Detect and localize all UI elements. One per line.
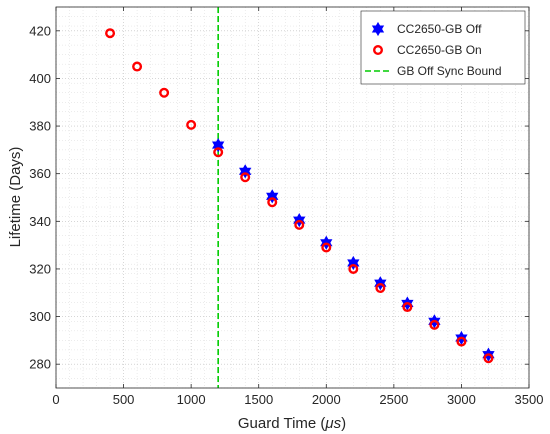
y-tick-label: 400 — [29, 71, 51, 86]
y-axis-label: Lifetime (Days) — [7, 147, 24, 248]
legend-marker-circle — [373, 45, 384, 56]
x-tick-label: 2000 — [312, 392, 341, 407]
x-tick-label: 500 — [113, 392, 135, 407]
data-point-gb-on — [132, 61, 143, 72]
data-point-gb-on — [375, 282, 386, 293]
x-tick-label: 3500 — [515, 392, 544, 407]
y-tick-label: 280 — [29, 357, 51, 372]
data-point-gb-on — [105, 28, 116, 39]
x-tick-label: 2500 — [379, 392, 408, 407]
data-point-gb-on — [267, 197, 278, 208]
x-tick-label: 0 — [52, 392, 59, 407]
legend: CC2650-GB Off CC2650-GB On GB Off Sync B… — [360, 10, 526, 85]
data-point-gb-on — [321, 242, 332, 253]
data-point-gb-on — [483, 353, 494, 364]
data-point-gb-on — [429, 319, 440, 330]
legend-box — [360, 10, 526, 85]
data-point-gb-on — [456, 336, 467, 347]
data-point-gb-off — [239, 164, 252, 179]
y-tick-label: 320 — [29, 261, 51, 276]
legend-item-sync-bound: GB Off Sync Bound — [365, 64, 502, 78]
x-tick-label: 3000 — [447, 392, 476, 407]
plot-frame — [55, 6, 530, 389]
y-tick-label: 340 — [29, 214, 51, 229]
x-tick-label: 1000 — [177, 392, 206, 407]
axis-ticks: 0 500 1000 1500 2000 2500 3000 3500 280 300 320 340… — [29, 7, 543, 407]
data-point-gb-on — [186, 119, 197, 130]
data-layer — [105, 7, 495, 388]
data-point-gb-on — [213, 147, 224, 158]
y-tick-label: 420 — [29, 23, 51, 38]
legend-item-gb-on: CC2650-GB On — [373, 43, 482, 57]
data-point-gb-on — [348, 263, 359, 274]
data-point-gb-on — [240, 172, 251, 183]
x-axis-label-close: ) — [341, 415, 346, 432]
legend-label-sync-bound: GB Off Sync Bound — [397, 64, 502, 78]
data-point-gb-on — [294, 219, 305, 230]
legend-hexagram-shape — [371, 21, 385, 37]
legend-circle-shape — [373, 45, 384, 56]
x-axis-label-main: Guard Time ( — [238, 415, 326, 432]
legend-label-gb-on: CC2650-GB On — [397, 43, 482, 57]
x-axis-label: Guard Time (μs) — [238, 415, 346, 432]
legend-item-gb-off: CC2650-GB Off — [371, 21, 482, 37]
legend-marker-hexagram — [371, 21, 385, 37]
data-point-gb-on — [402, 302, 413, 313]
y-tick-label: 300 — [29, 309, 51, 324]
legend-label-gb-off: CC2650-GB Off — [397, 22, 482, 36]
y-tick-label: 360 — [29, 166, 51, 181]
data-point-gb-on — [159, 87, 170, 98]
x-axis-label-unit: μs — [324, 415, 341, 432]
y-tick-label: 380 — [29, 119, 51, 134]
x-tick-label: 1500 — [244, 392, 273, 407]
